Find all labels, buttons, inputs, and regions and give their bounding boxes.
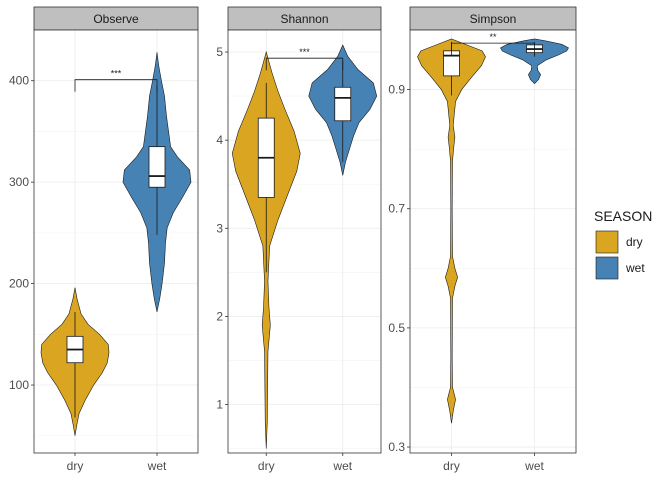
x-tick-label: wet [147, 459, 167, 473]
legend-key-wet [595, 256, 619, 280]
y-tick-label: 0.9 [388, 83, 405, 97]
significance-label: *** [299, 47, 310, 57]
significance-label: *** [111, 69, 122, 79]
significance-bracket [451, 42, 535, 56]
y-tick-label: 3 [216, 221, 223, 235]
violin-dry [417, 38, 486, 424]
box-wet [148, 146, 166, 188]
violin-wet [500, 38, 569, 85]
panel-border [409, 29, 577, 454]
y-tick-label: 300 [9, 175, 29, 189]
legend-title: SEASON [594, 208, 652, 224]
x-tick-label: wet [524, 459, 544, 473]
panel-shannon: Shannon *** 1 2 3 4 5 dry wet [216, 6, 382, 473]
plot-background [410, 30, 576, 453]
y-tick-label: 400 [9, 74, 29, 88]
y-tick-label: 0.3 [388, 440, 405, 454]
y-tick-label: 200 [9, 277, 29, 291]
panel-simpson: Simpson ** 0.3 0.5 0.7 0.9 dry wet [388, 6, 577, 473]
legend-label: dry [626, 235, 643, 249]
y-tick-label: 2 [216, 309, 223, 323]
panel-border [227, 29, 382, 454]
legend-key-dry [595, 230, 619, 254]
legend: SEASON dry wet [594, 208, 652, 280]
y-tick-label: 0.7 [388, 202, 405, 216]
panel-border [33, 29, 199, 454]
x-tick-label: dry [258, 459, 275, 473]
y-tick-label: 1 [216, 398, 223, 412]
y-tick-label: 0.5 [388, 321, 405, 335]
x-tick-label: dry [443, 459, 460, 473]
legend-label: wet [625, 261, 645, 275]
significance-bracket [265, 57, 344, 71]
y-tick-label: 5 [216, 45, 223, 59]
y-tick-label: 4 [216, 133, 223, 147]
panel-title: Simpson [470, 12, 517, 26]
panel-observe: Observe *** 100 200 300 400 dry wet [9, 6, 199, 473]
x-tick-label: dry [67, 459, 84, 473]
box-wet [334, 86, 352, 122]
panel-title: Shannon [280, 12, 328, 26]
significance-bracket [74, 79, 158, 92]
significance-label: ** [489, 32, 497, 42]
y-tick-label: 100 [9, 378, 29, 392]
x-tick-label: wet [332, 459, 352, 473]
panel-title: Observe [93, 12, 139, 26]
